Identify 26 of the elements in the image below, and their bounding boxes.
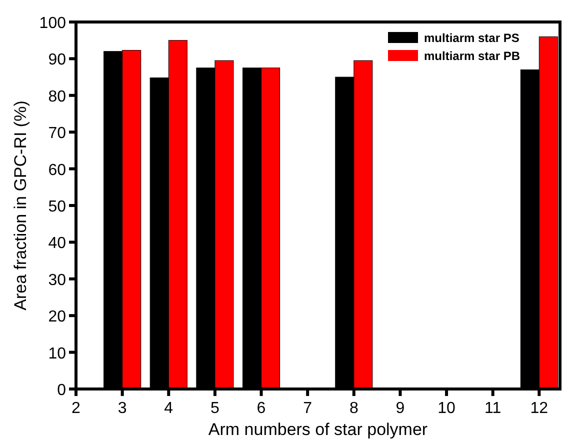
y-tick-label: 10 — [48, 345, 66, 362]
y-tick-label: 40 — [48, 235, 66, 252]
y-tick-label: 30 — [48, 272, 66, 289]
x-tick-label: 2 — [72, 400, 81, 417]
x-tick-label: 7 — [303, 400, 312, 417]
x-tick-label: 10 — [438, 400, 456, 417]
y-tick-label: 100 — [39, 15, 66, 32]
y-tick-label: 60 — [48, 162, 66, 179]
legend-label: multiarm star PS — [424, 31, 520, 45]
x-tick-label: 6 — [256, 400, 266, 417]
x-tick-label: 12 — [530, 400, 548, 417]
y-tick-label: 50 — [48, 198, 66, 216]
y-tick-label: 90 — [48, 52, 66, 69]
y-tick-label: 80 — [48, 88, 66, 106]
x-tick-label: 8 — [349, 400, 358, 417]
y-tick-label: 20 — [48, 308, 66, 326]
x-tick-label: 5 — [210, 400, 220, 417]
y-tick-label: 0 — [57, 382, 66, 399]
x-tick-label: 9 — [396, 400, 405, 417]
x-tick-label: 11 — [484, 400, 502, 417]
y-axis-title: Area fraction in GPC-RI (%) — [11, 100, 30, 310]
x-axis-title: Arm numbers of star polymer — [208, 420, 428, 439]
y-tick-label: 70 — [48, 125, 66, 142]
x-tick-label: 3 — [118, 400, 127, 417]
x-tick-label: 4 — [164, 400, 174, 417]
legend-label: multiarm star PB — [424, 49, 520, 63]
